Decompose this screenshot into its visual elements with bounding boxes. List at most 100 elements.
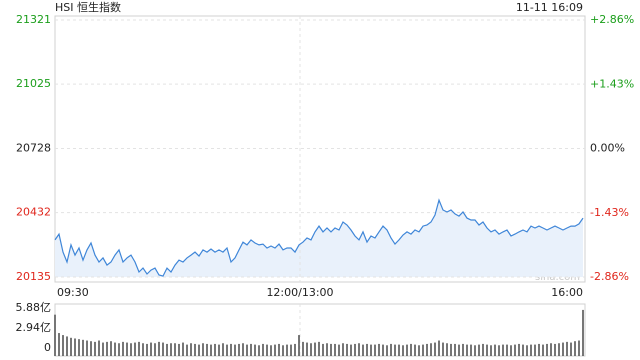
volume-bar [454,343,456,356]
y-tick-label: 20728 [16,142,51,155]
volume-bar [130,343,132,356]
volume-bar [138,341,140,356]
volume-bar [486,344,488,356]
volume-bar [394,344,396,356]
volume-bar [274,344,276,356]
volume-bar [358,343,360,356]
volume-bar [514,344,516,356]
volume-bar [326,343,328,356]
volume-bar [286,344,288,356]
volume-bar [190,343,192,356]
volume-bar [258,345,260,356]
volume-bar [542,344,544,356]
volume-bar [570,342,572,356]
area-fill [55,200,583,277]
volume-bar [462,343,464,356]
volume-bar [198,344,200,356]
volume-bar [354,343,356,356]
volume-bar [234,344,236,356]
volume-tick-label: 5.88亿 [16,301,52,314]
volume-bar [210,344,212,356]
volume-bar [522,344,524,356]
volume-bar [478,344,480,356]
volume-bar [446,343,448,356]
volume-bar [330,343,332,356]
volume-bar [566,341,568,356]
volume-bar [442,342,444,356]
x-tick-label: 12:00/13:00 [266,286,333,299]
volume-tick-label: 2.94亿 [16,321,52,334]
volume-bar [510,345,512,356]
volume-bar [178,343,180,356]
volume-bar [526,345,528,356]
volume-bar [154,343,156,356]
volume-bar [150,342,152,356]
volume-bar [166,343,168,356]
volume-bar [578,340,580,356]
volume-bar [494,344,496,356]
volume-bar [182,342,184,356]
volume-bar [54,314,56,356]
volume-bar [406,344,408,356]
volume-bar [322,343,324,356]
volume-bar [558,343,560,356]
volume-bar [554,343,556,356]
volume-bar [222,343,224,356]
volume-bar [426,343,428,356]
volume-bar [146,343,148,356]
volume-bar [230,343,232,356]
volume-bar [574,341,576,356]
volume-bar [302,341,304,356]
x-tick-label: 16:00 [551,286,583,299]
volume-bar [410,343,412,356]
volume-bar [438,340,440,356]
volume-bar [338,344,340,356]
volume-bar [226,344,228,356]
y2-tick-label: -1.43% [590,206,629,219]
volume-bar [370,344,372,356]
volume-bar [390,343,392,356]
volume-bar [206,343,208,356]
watermark: sina.com [535,272,580,283]
y-tick-label: 21321 [16,13,51,26]
price-line [54,198,584,277]
volume-bar [270,345,272,356]
volume-bar [386,345,388,356]
volume-bar [398,344,400,356]
volume-bar [530,344,532,356]
volume-bar [282,345,284,356]
volume-bar [126,342,128,356]
volume-bar [318,341,320,356]
volume-bar [214,343,216,356]
y-tick-label: 20135 [16,270,51,283]
volume-bar [298,335,300,356]
x-tick-label: 09:30 [57,286,89,299]
volume-bar [506,344,508,356]
y-tick-label: 21025 [16,77,51,90]
volume-bar [58,333,60,356]
volume-bar [246,344,248,356]
y2-tick-label: +1.43% [590,77,634,90]
volume-bar [262,343,264,356]
volume-bar [242,343,244,356]
volume-bar [266,344,268,356]
volume-bar [334,343,336,356]
volume-bar [66,336,68,356]
volume-bar [306,342,308,356]
y2-tick-label: -2.86% [590,270,629,283]
volume-bar [402,345,404,356]
volume-bar [238,343,240,356]
volume-bar [362,344,364,356]
volume-bar [534,344,536,356]
volume-bar [342,343,344,356]
volume-bar [122,341,124,356]
volume-bar [62,335,64,356]
volume-bar [94,341,96,356]
volume-bar [102,342,104,356]
volume-bar [202,343,204,356]
volume-bar [350,344,352,356]
volume-bar [470,344,472,356]
volume-bar [118,343,120,356]
